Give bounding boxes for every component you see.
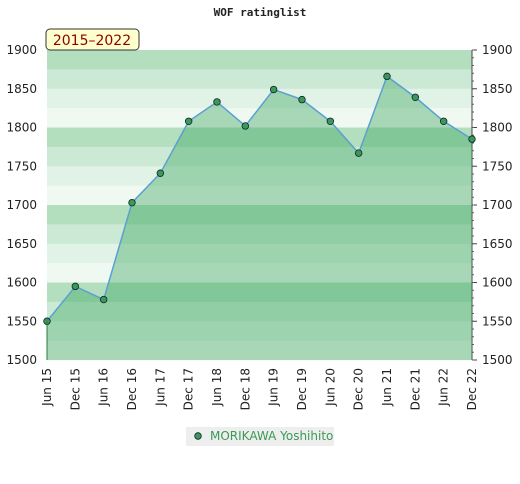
background-stripe <box>47 69 472 90</box>
point <box>71 282 80 291</box>
y-tick-label: 1550 <box>6 314 37 328</box>
x-tick-label: Jun 15 <box>40 368 54 407</box>
x-tick-label: Dec 15 <box>68 368 82 410</box>
point <box>354 149 363 157</box>
legend-box <box>186 427 334 446</box>
background-stripe <box>47 243 472 264</box>
background-stripe <box>47 108 472 128</box>
annotation-box <box>45 28 140 51</box>
point <box>184 117 193 125</box>
x-tick-label: Jun 19 <box>267 368 281 407</box>
y-tick-label-right: 1650 <box>482 237 513 251</box>
y-tick-label: 1700 <box>6 198 37 212</box>
y-tick-label: 1800 <box>6 121 37 135</box>
x-tick-label: Dec 20 <box>352 368 366 410</box>
x-tick-label: Dec 18 <box>238 368 252 410</box>
background-stripe <box>47 301 472 322</box>
chart-title: WOF ratinglist <box>214 6 307 19</box>
x-tick-label: Jun 20 <box>323 368 337 407</box>
y-tick-label-right: 1900 <box>482 43 513 57</box>
x-tick-label: Jun 17 <box>153 368 167 407</box>
y-tick-label: 1600 <box>6 276 37 290</box>
y-tick-label-right: 1600 <box>482 276 513 290</box>
point <box>128 198 136 207</box>
y-tick-label-right: 1750 <box>482 159 513 173</box>
point <box>298 95 306 104</box>
annotation: 2015–2022 <box>53 33 131 49</box>
area <box>47 76 472 360</box>
point <box>411 93 420 101</box>
point <box>439 117 448 125</box>
x-tick-label: Jun 18 <box>210 368 224 407</box>
y-tick-label-right: 1850 <box>482 82 513 96</box>
point <box>156 169 165 177</box>
point <box>326 117 335 125</box>
legend-marker <box>194 432 202 440</box>
background-stripe <box>47 282 472 303</box>
background-stripe <box>47 185 472 206</box>
y-tick-label-right: 1550 <box>482 314 513 328</box>
x-tick-label: Dec 22 <box>465 368 479 410</box>
point <box>99 295 108 304</box>
line <box>46 75 473 322</box>
background-stripe <box>47 321 472 342</box>
y-tick-label-right: 1500 <box>482 353 513 367</box>
y-tick-label-right: 1700 <box>482 198 513 212</box>
background-stripe <box>47 340 472 361</box>
point <box>383 72 391 81</box>
y-tick-label: 1900 <box>6 43 37 57</box>
background-stripe <box>47 146 472 167</box>
background-stripe <box>47 205 472 225</box>
point <box>269 85 278 94</box>
y-tick-label-right: 1800 <box>482 121 513 135</box>
legend-label: MORIKAWA Yoshihito <box>210 429 333 443</box>
background-stripe <box>47 50 472 70</box>
x-tick-label: Dec 21 <box>408 368 422 410</box>
y-tick-label: 1500 <box>6 353 37 367</box>
x-tick-label: Dec 19 <box>295 368 309 410</box>
point <box>241 122 250 130</box>
x-tick-label: Jun 16 <box>97 368 111 407</box>
y-tick-label: 1850 <box>6 82 37 96</box>
x-tick-label: Dec 16 <box>125 368 139 410</box>
background-stripe <box>47 263 472 283</box>
point <box>468 135 476 143</box>
background-stripe <box>47 88 472 109</box>
x-tick-label: Jun 21 <box>380 368 394 407</box>
point <box>213 98 221 106</box>
x-tick-label: Dec 17 <box>182 368 196 410</box>
x-tick-label: Jun 22 <box>437 368 451 407</box>
y-tick-label: 1650 <box>6 237 37 251</box>
background-stripe <box>47 224 472 245</box>
y-tick-label: 1750 <box>6 159 37 173</box>
